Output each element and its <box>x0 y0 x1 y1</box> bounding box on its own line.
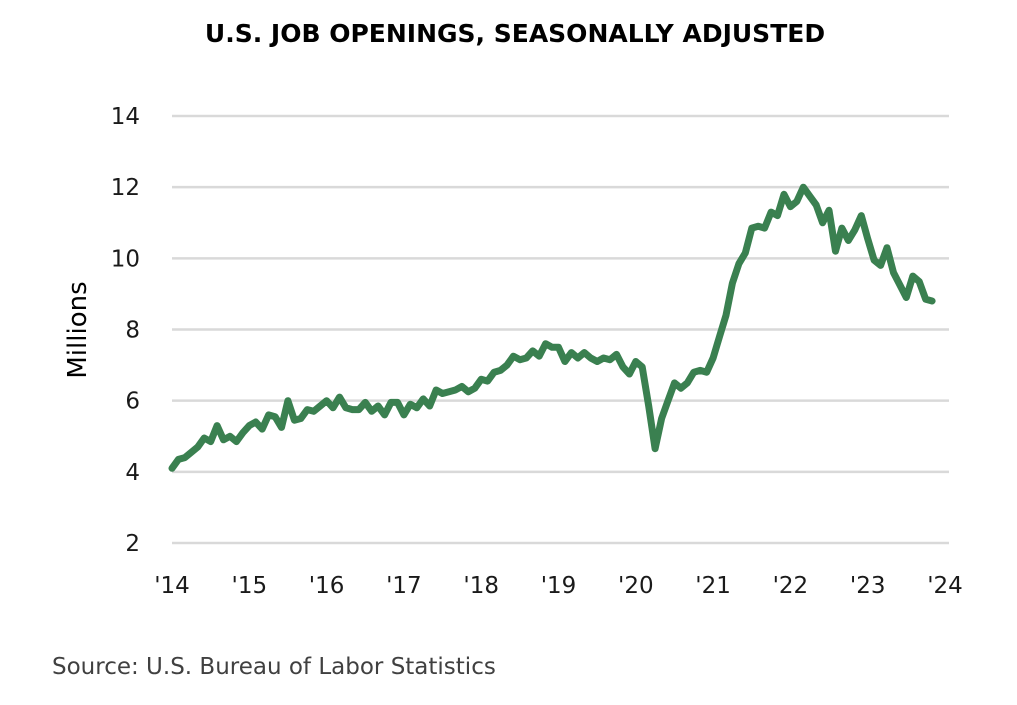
y-tick-label: 2 <box>125 531 140 557</box>
source-note: Source: U.S. Bureau of Labor Statistics <box>52 654 496 680</box>
y-tick-label: 10 <box>111 246 140 272</box>
job-openings-line <box>168 183 936 472</box>
y-tick-label: 6 <box>125 389 140 415</box>
gridlines <box>172 114 949 545</box>
x-tick-label: '24 <box>927 573 963 599</box>
y-tick-label: 12 <box>111 175 140 201</box>
x-tick-label: '19 <box>541 573 577 599</box>
x-tick-label: '21 <box>695 573 731 599</box>
y-axis-ticks: 2 4 6 8 10 12 14 <box>111 104 140 557</box>
x-axis-ticks: '14 '15 '16 '17 '18 '19 '20 '21 '22 '23 '24 <box>154 573 963 599</box>
x-tick-label: '20 <box>618 573 654 599</box>
y-tick-label: 4 <box>125 460 140 486</box>
y-axis-label: Millions <box>63 281 93 378</box>
x-tick-label: '14 <box>154 573 190 599</box>
chart-title: U.S. JOB OPENINGS, SEASONALLY ADJUSTED <box>205 19 825 48</box>
x-tick-label: '17 <box>386 573 422 599</box>
y-tick-label: 14 <box>111 104 140 130</box>
x-tick-label: '15 <box>232 573 268 599</box>
x-tick-label: '18 <box>463 573 499 599</box>
x-tick-label: '22 <box>773 573 809 599</box>
x-tick-label: '16 <box>309 573 345 599</box>
x-tick-label: '23 <box>850 573 886 599</box>
y-tick-label: 8 <box>125 318 140 344</box>
